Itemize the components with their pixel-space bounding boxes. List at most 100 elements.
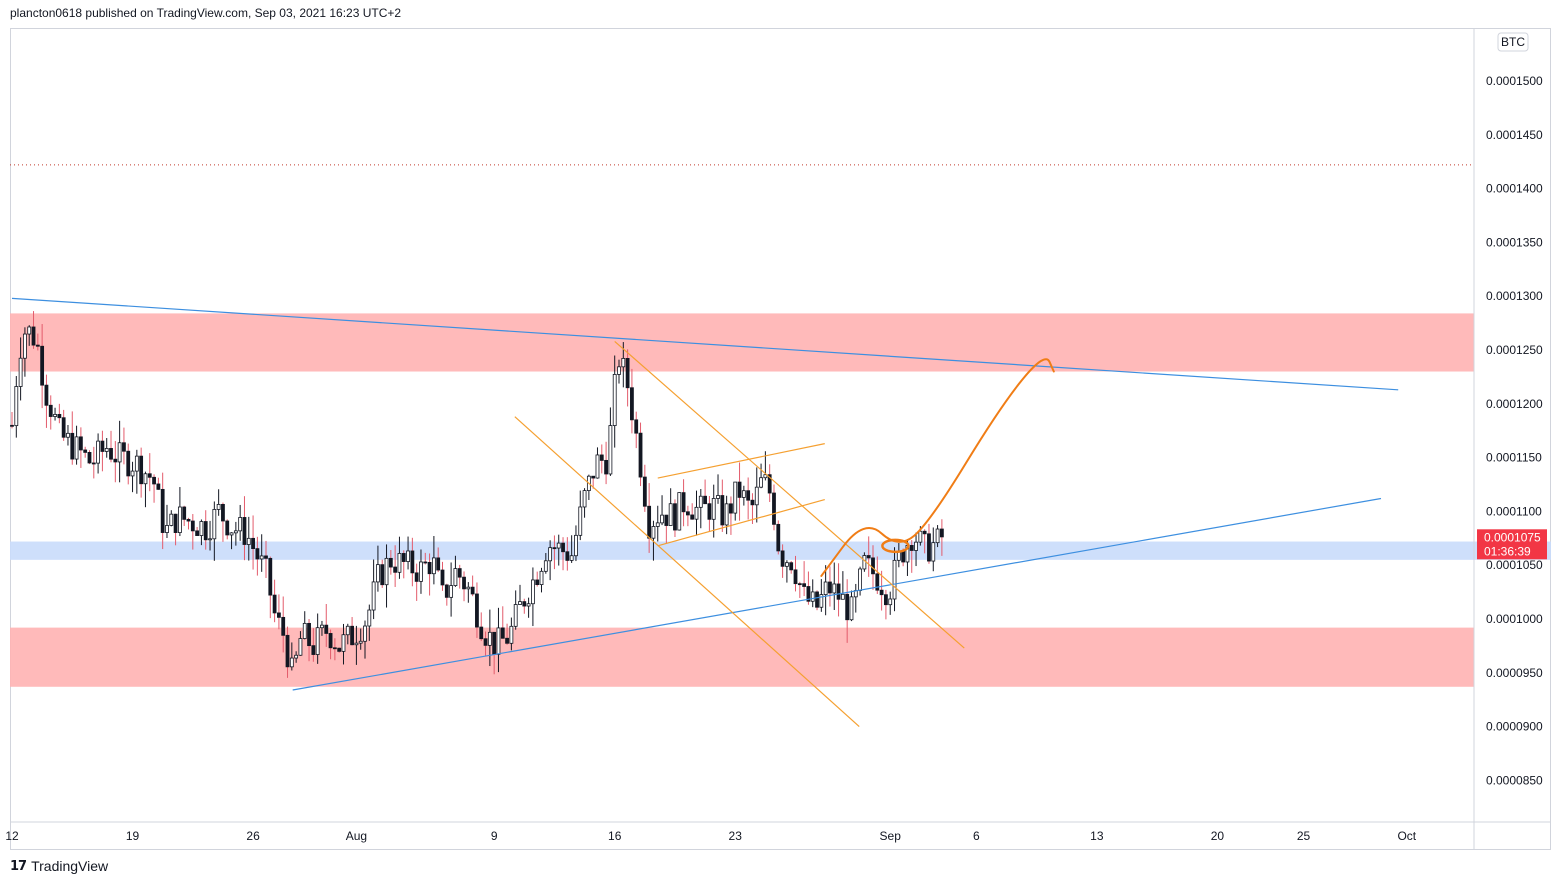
- candle: [229, 532, 234, 550]
- candle-body: [272, 594, 277, 614]
- last-price-value: 0.0001075: [1484, 530, 1541, 544]
- chart-frame[interactable]: [10, 28, 1551, 850]
- candle: [156, 477, 161, 490]
- candle-body: [371, 581, 376, 611]
- candle-body: [307, 622, 311, 647]
- candle-body: [500, 627, 505, 639]
- candle: [203, 510, 208, 550]
- candle: [332, 638, 337, 661]
- candle: [875, 556, 880, 594]
- candle-body: [376, 564, 380, 583]
- candle: [281, 596, 286, 653]
- candle-body: [772, 492, 776, 525]
- candle-body: [182, 506, 187, 520]
- candle-body: [14, 386, 19, 427]
- candle-body: [780, 550, 785, 567]
- y-tick-label: 0.0000850: [1486, 773, 1543, 787]
- candle-body: [475, 593, 479, 628]
- mid-support-zone: [10, 541, 1474, 560]
- candle-body: [487, 631, 492, 646]
- y-tick-label: 0.0001500: [1486, 74, 1543, 88]
- candle-body: [479, 626, 484, 640]
- candle: [694, 490, 699, 536]
- candle: [836, 563, 841, 617]
- candle-body: [195, 530, 200, 536]
- candle-body: [552, 547, 557, 550]
- candle-body: [849, 596, 854, 621]
- candle: [208, 520, 212, 551]
- candle-body: [858, 568, 862, 591]
- candle: [431, 536, 436, 585]
- flag-lower: [657, 498, 825, 547]
- candle: [500, 606, 505, 639]
- candle: [277, 594, 281, 630]
- candle-body: [707, 503, 712, 520]
- candle-body: [440, 569, 445, 586]
- candle-body: [401, 553, 406, 562]
- zones-layer: [10, 313, 1551, 687]
- candle-body: [199, 521, 204, 536]
- candle-body: [109, 448, 113, 460]
- candle: [832, 562, 837, 611]
- y-tick-label: 0.0000950: [1486, 666, 1543, 680]
- candle-body: [27, 326, 32, 335]
- candle: [354, 625, 359, 665]
- last-price-countdown: 01:36:39: [1484, 544, 1531, 558]
- candle: [479, 612, 484, 642]
- candle: [582, 488, 587, 518]
- candle-body: [535, 579, 540, 586]
- candle: [328, 629, 333, 660]
- candle: [384, 544, 389, 608]
- candle: [470, 575, 475, 597]
- candle-body: [496, 627, 501, 655]
- candle: [892, 547, 897, 612]
- candle: [513, 590, 518, 630]
- candle: [509, 617, 514, 651]
- candle: [642, 464, 647, 512]
- candle-body: [160, 488, 165, 533]
- candle: [289, 642, 294, 671]
- candle: [388, 550, 393, 575]
- candle-body: [264, 555, 268, 559]
- candle: [298, 631, 303, 656]
- symbol-badge[interactable]: BTC: [1497, 32, 1529, 52]
- candle-body: [298, 638, 303, 656]
- candle: [259, 534, 264, 572]
- candle-body: [397, 553, 402, 573]
- candle-body: [884, 594, 888, 606]
- candle: [578, 490, 583, 541]
- candle: [815, 590, 819, 611]
- candle-body: [173, 513, 178, 533]
- candle-body: [660, 514, 664, 524]
- candle-body: [531, 579, 535, 605]
- candle-body: [767, 474, 772, 494]
- candle: [315, 613, 320, 664]
- candle: [526, 597, 531, 618]
- candle-body: [363, 625, 367, 642]
- candle-body: [302, 622, 307, 639]
- candle-body: [294, 654, 299, 659]
- candle: [126, 443, 131, 485]
- y-tick-label: 0.0001250: [1486, 343, 1543, 357]
- candle: [733, 481, 738, 521]
- last-price-box: [1477, 529, 1547, 560]
- candle-body: [711, 498, 716, 520]
- candle: [268, 556, 273, 619]
- candle-body: [548, 547, 553, 562]
- candle: [35, 333, 40, 351]
- candle-body: [875, 573, 880, 591]
- candle-body: [70, 432, 75, 460]
- candle: [776, 520, 781, 555]
- candle-body: [147, 473, 152, 478]
- candle: [134, 449, 139, 494]
- candle: [216, 489, 221, 516]
- candle-body: [40, 345, 45, 386]
- candle-body: [165, 525, 169, 533]
- candle: [660, 495, 664, 526]
- candle-body: [569, 555, 574, 561]
- candle-body: [634, 419, 639, 434]
- candle: [810, 579, 815, 608]
- candle: [879, 570, 884, 611]
- footer-brand[interactable]: 𝟭𝟳 TradingView: [10, 858, 108, 874]
